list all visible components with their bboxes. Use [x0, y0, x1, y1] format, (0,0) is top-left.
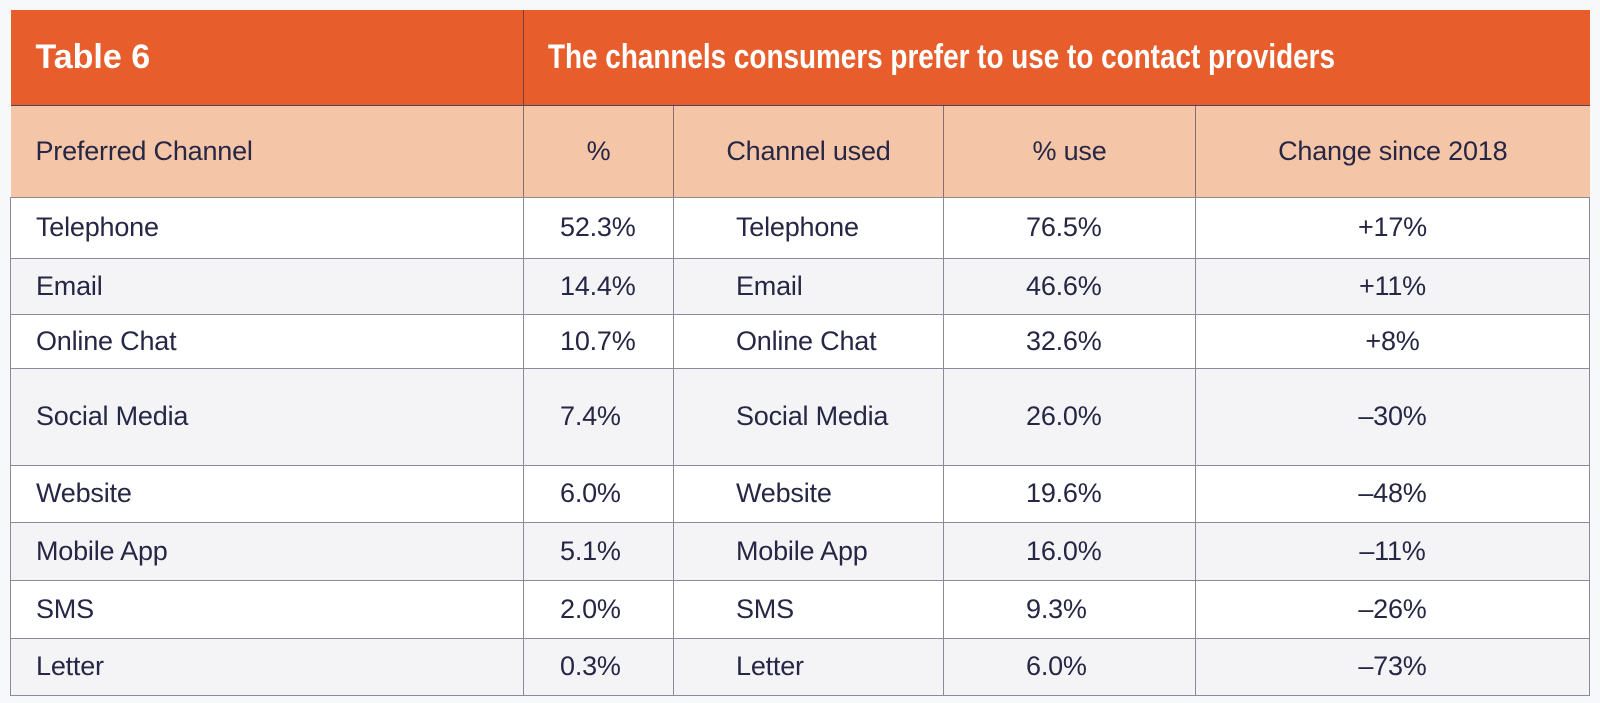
table-row-mobile-app: Mobile App 5.1% Mobile App 16.0% –11%	[10, 521, 1590, 581]
table-label: Table 6	[10, 10, 524, 106]
cell-channel-used: Telephone	[673, 196, 944, 259]
table-header-bar: Table 6 The channels consumers prefer to…	[10, 10, 1590, 106]
cell-preferred-channel: Letter	[10, 637, 524, 696]
cell-change-since-2018: –48%	[1195, 464, 1590, 523]
cell-preferred-channel: Online Chat	[10, 313, 524, 369]
cell-preferred-channel: Mobile App	[10, 521, 524, 581]
column-header-percent-use: % use	[943, 104, 1196, 198]
cell-preferred-pct: 52.3%	[523, 196, 674, 259]
cell-channel-used: Email	[673, 257, 944, 315]
table-title-text: The channels consumers prefer to use to …	[548, 37, 1336, 76]
channels-table: Table 6 The channels consumers prefer to…	[10, 10, 1590, 696]
cell-use-pct: 76.5%	[943, 196, 1196, 259]
cell-use-pct: 46.6%	[943, 257, 1196, 315]
table-row-telephone: Telephone 52.3% Telephone 76.5% +17%	[10, 196, 1590, 259]
cell-preferred-pct: 14.4%	[523, 257, 674, 315]
cell-channel-used: Online Chat	[673, 313, 944, 369]
cell-change-since-2018: +8%	[1195, 313, 1590, 369]
cell-use-pct: 16.0%	[943, 521, 1196, 581]
cell-use-pct: 26.0%	[943, 367, 1196, 466]
cell-use-pct: 6.0%	[943, 637, 1196, 696]
cell-channel-used: Letter	[673, 637, 944, 696]
table-row-social-media: Social Media 7.4% Social Media 26.0% –30…	[10, 367, 1590, 466]
table-row-email: Email 14.4% Email 46.6% +11%	[10, 257, 1590, 315]
cell-preferred-channel: Website	[10, 464, 524, 523]
cell-preferred-pct: 7.4%	[523, 367, 674, 466]
cell-change-since-2018: +11%	[1195, 257, 1590, 315]
cell-channel-used: Website	[673, 464, 944, 523]
cell-preferred-pct: 0.3%	[523, 637, 674, 696]
cell-use-pct: 19.6%	[943, 464, 1196, 523]
column-header-channel-used: Channel used	[673, 104, 944, 198]
table-row-letter: Letter 0.3% Letter 6.0% –73%	[10, 637, 1590, 696]
table-title: The channels consumers prefer to use to …	[523, 10, 1590, 106]
cell-preferred-pct: 6.0%	[523, 464, 674, 523]
cell-use-pct: 9.3%	[943, 579, 1196, 639]
column-header-row: Preferred Channel % Channel used % use C…	[10, 104, 1590, 198]
cell-preferred-pct: 2.0%	[523, 579, 674, 639]
column-header-preferred-channel: Preferred Channel	[10, 104, 524, 198]
cell-change-since-2018: –26%	[1195, 579, 1590, 639]
table-row-online-chat: Online Chat 10.7% Online Chat 32.6% +8%	[10, 313, 1590, 369]
cell-use-pct: 32.6%	[943, 313, 1196, 369]
cell-preferred-channel: Telephone	[10, 196, 524, 259]
table-row-sms: SMS 2.0% SMS 9.3% –26%	[10, 579, 1590, 639]
cell-channel-used: Social Media	[673, 367, 944, 466]
cell-preferred-pct: 5.1%	[523, 521, 674, 581]
column-header-percent: %	[523, 104, 674, 198]
cell-preferred-channel: Email	[10, 257, 524, 315]
cell-preferred-channel: Social Media	[10, 367, 524, 466]
table-row-website: Website 6.0% Website 19.6% –48%	[10, 464, 1590, 523]
cell-change-since-2018: +17%	[1195, 196, 1590, 259]
cell-change-since-2018: –73%	[1195, 637, 1590, 696]
cell-preferred-pct: 10.7%	[523, 313, 674, 369]
cell-preferred-channel: SMS	[10, 579, 524, 639]
cell-change-since-2018: –11%	[1195, 521, 1590, 581]
column-header-change-since-2018: Change since 2018	[1195, 104, 1590, 198]
cell-channel-used: SMS	[673, 579, 944, 639]
cell-channel-used: Mobile App	[673, 521, 944, 581]
cell-change-since-2018: –30%	[1195, 367, 1590, 466]
